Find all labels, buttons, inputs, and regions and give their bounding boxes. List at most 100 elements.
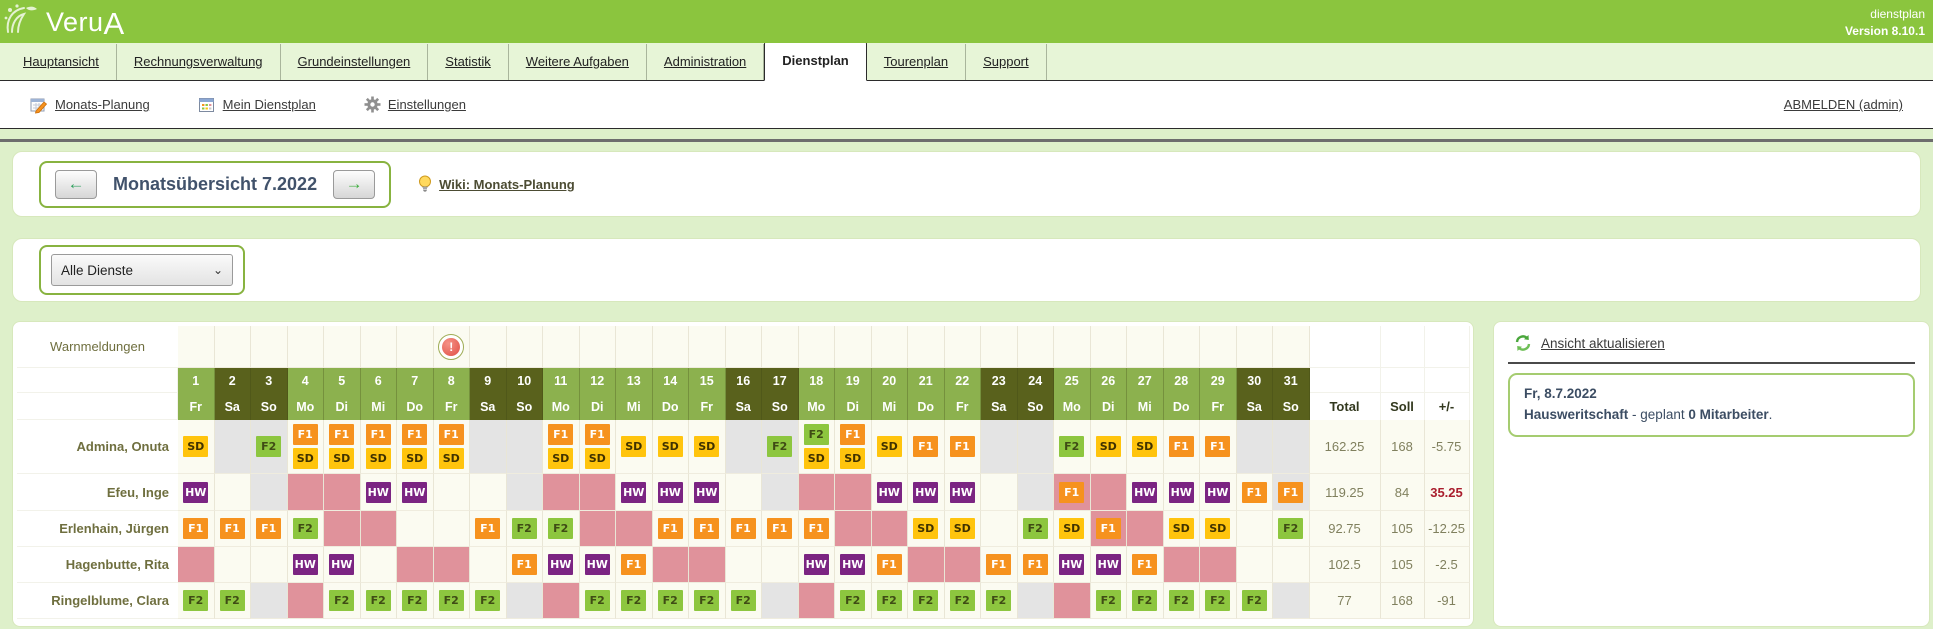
warning-cell-day-23[interactable] <box>981 326 1018 368</box>
shift-cell-r1-d17[interactable]: F2 <box>762 420 799 474</box>
shift-cell-r2-d11[interactable] <box>543 474 580 511</box>
shift-cell-r3-d14[interactable]: F1 <box>652 511 689 547</box>
shift-cell-r1-d14[interactable]: SD <box>652 420 689 474</box>
shift-cell-r1-d4[interactable]: F1 SD <box>287 420 324 474</box>
monats-planung-link[interactable]: Monats-Planung <box>30 96 150 114</box>
shift-cell-r4-d6[interactable] <box>360 547 397 583</box>
shift-cell-r5-d20[interactable]: F2 <box>871 583 908 619</box>
previous-month-button[interactable]: ← <box>55 169 97 199</box>
shift-cell-r5-d29[interactable]: F2 <box>1200 583 1237 619</box>
shift-cell-r2-d14[interactable]: HW <box>652 474 689 511</box>
shift-cell-r3-d7[interactable] <box>397 511 434 547</box>
shift-cell-r5-d10[interactable] <box>506 583 543 619</box>
shift-cell-r3-d20[interactable] <box>871 511 908 547</box>
shift-cell-r1-d8[interactable]: F1 SD <box>433 420 470 474</box>
shift-cell-r3-d1[interactable]: F1 <box>178 511 215 547</box>
shift-cell-r2-d23[interactable] <box>981 474 1018 511</box>
warning-cell-day-1[interactable] <box>178 326 215 368</box>
shift-cell-r3-d4[interactable]: F2 <box>287 511 324 547</box>
shift-cell-r2-d24[interactable] <box>1017 474 1054 511</box>
shift-cell-r5-d14[interactable]: F2 <box>652 583 689 619</box>
shift-cell-r1-d7[interactable]: F1 SD <box>397 420 434 474</box>
shift-cell-r3-d30[interactable] <box>1236 511 1273 547</box>
shift-cell-r2-d31[interactable]: F1 <box>1273 474 1310 511</box>
shift-cell-r1-d3[interactable]: F2 <box>251 420 288 474</box>
shift-cell-r1-d23[interactable] <box>981 420 1018 474</box>
shift-cell-r3-d3[interactable]: F1 <box>251 511 288 547</box>
shift-cell-r5-d17[interactable] <box>762 583 799 619</box>
employee-name-3[interactable]: Erlenhain, Jürgen <box>17 511 178 547</box>
warning-cell-day-30[interactable] <box>1236 326 1273 368</box>
shift-cell-r4-d28[interactable] <box>1163 547 1200 583</box>
warning-cell-day-22[interactable] <box>944 326 981 368</box>
shift-cell-r3-d13[interactable] <box>616 511 653 547</box>
tab-rechnungsverwaltung[interactable]: Rechnungsverwaltung <box>117 44 281 80</box>
shift-cell-r5-d4[interactable] <box>287 583 324 619</box>
shift-cell-r2-d22[interactable]: HW <box>944 474 981 511</box>
shift-cell-r3-d24[interactable]: F2 <box>1017 511 1054 547</box>
shift-cell-r3-d10[interactable]: F2 <box>506 511 543 547</box>
tab-hauptansicht[interactable]: Hauptansicht <box>6 44 117 80</box>
shift-cell-r5-d3[interactable] <box>251 583 288 619</box>
shift-cell-r5-d13[interactable]: F2 <box>616 583 653 619</box>
shift-cell-r2-d5[interactable] <box>324 474 361 511</box>
employee-name-1[interactable]: Admina, Onuta <box>17 420 178 474</box>
shift-cell-r3-d16[interactable]: F1 <box>725 511 762 547</box>
shift-cell-r5-d31[interactable] <box>1273 583 1310 619</box>
warning-cell-day-8[interactable]: ! <box>433 326 470 368</box>
shift-cell-r4-d22[interactable] <box>944 547 981 583</box>
shift-cell-r1-d19[interactable]: F1 SD <box>835 420 872 474</box>
shift-cell-r5-d25[interactable] <box>1054 583 1091 619</box>
shift-cell-r4-d7[interactable] <box>397 547 434 583</box>
shift-cell-r3-d5[interactable] <box>324 511 361 547</box>
warning-cell-day-12[interactable] <box>579 326 616 368</box>
next-month-button[interactable]: → <box>333 169 376 199</box>
shift-cell-r1-d10[interactable] <box>506 420 543 474</box>
shift-cell-r3-d19[interactable] <box>835 511 872 547</box>
shift-cell-r2-d15[interactable]: HW <box>689 474 726 511</box>
shift-cell-r4-d11[interactable]: HW <box>543 547 580 583</box>
mein-dienstplan-link[interactable]: Mein Dienstplan <box>198 96 316 114</box>
shift-cell-r3-d25[interactable]: SD <box>1054 511 1091 547</box>
shift-cell-r1-d21[interactable]: F1 <box>908 420 945 474</box>
shift-cell-r2-d28[interactable]: HW <box>1163 474 1200 511</box>
shift-cell-r4-d4[interactable]: HW <box>287 547 324 583</box>
shift-cell-r1-d20[interactable]: SD <box>871 420 908 474</box>
shift-cell-r5-d2[interactable]: F2 <box>214 583 251 619</box>
shift-cell-r3-d9[interactable]: F1 <box>470 511 507 547</box>
warning-cell-day-21[interactable] <box>908 326 945 368</box>
shift-cell-r1-d9[interactable] <box>470 420 507 474</box>
shift-cell-r4-d20[interactable]: F1 <box>871 547 908 583</box>
shift-cell-r2-d3[interactable] <box>251 474 288 511</box>
shift-cell-r2-d16[interactable] <box>725 474 762 511</box>
shift-cell-r4-d24[interactable]: F1 <box>1017 547 1054 583</box>
shift-cell-r3-d26[interactable]: F1 <box>1090 511 1127 547</box>
shift-cell-r4-d19[interactable]: HW <box>835 547 872 583</box>
shift-cell-r3-d27[interactable] <box>1127 511 1164 547</box>
warning-cell-day-18[interactable] <box>798 326 835 368</box>
shift-cell-r1-d6[interactable]: F1 SD <box>360 420 397 474</box>
shift-cell-r2-d25[interactable]: F1 <box>1054 474 1091 511</box>
shift-cell-r1-d11[interactable]: F1 SD <box>543 420 580 474</box>
shift-cell-r1-d30[interactable] <box>1236 420 1273 474</box>
shift-cell-r4-d30[interactable] <box>1236 547 1273 583</box>
shift-cell-r3-d11[interactable]: F2 <box>543 511 580 547</box>
shift-cell-r5-d16[interactable]: F2 <box>725 583 762 619</box>
shift-cell-r5-d15[interactable]: F2 <box>689 583 726 619</box>
shift-cell-r5-d21[interactable]: F2 <box>908 583 945 619</box>
warning-cell-day-13[interactable] <box>616 326 653 368</box>
shift-cell-r3-d31[interactable]: F2 <box>1273 511 1310 547</box>
shift-cell-r2-d1[interactable]: HW <box>178 474 215 511</box>
shift-cell-r1-d29[interactable]: F1 <box>1200 420 1237 474</box>
warning-cell-day-3[interactable] <box>251 326 288 368</box>
service-filter-select[interactable]: Alle Dienste ⌄ <box>51 254 233 286</box>
warning-cell-day-9[interactable] <box>470 326 507 368</box>
warning-cell-day-26[interactable] <box>1090 326 1127 368</box>
warning-cell-day-15[interactable] <box>689 326 726 368</box>
shift-cell-r5-d30[interactable]: F2 <box>1236 583 1273 619</box>
tab-support[interactable]: Support <box>966 44 1047 80</box>
shift-cell-r1-d25[interactable]: F2 <box>1054 420 1091 474</box>
warning-cell-day-20[interactable] <box>871 326 908 368</box>
shift-cell-r4-d29[interactable] <box>1200 547 1237 583</box>
shift-cell-r5-d6[interactable]: F2 <box>360 583 397 619</box>
